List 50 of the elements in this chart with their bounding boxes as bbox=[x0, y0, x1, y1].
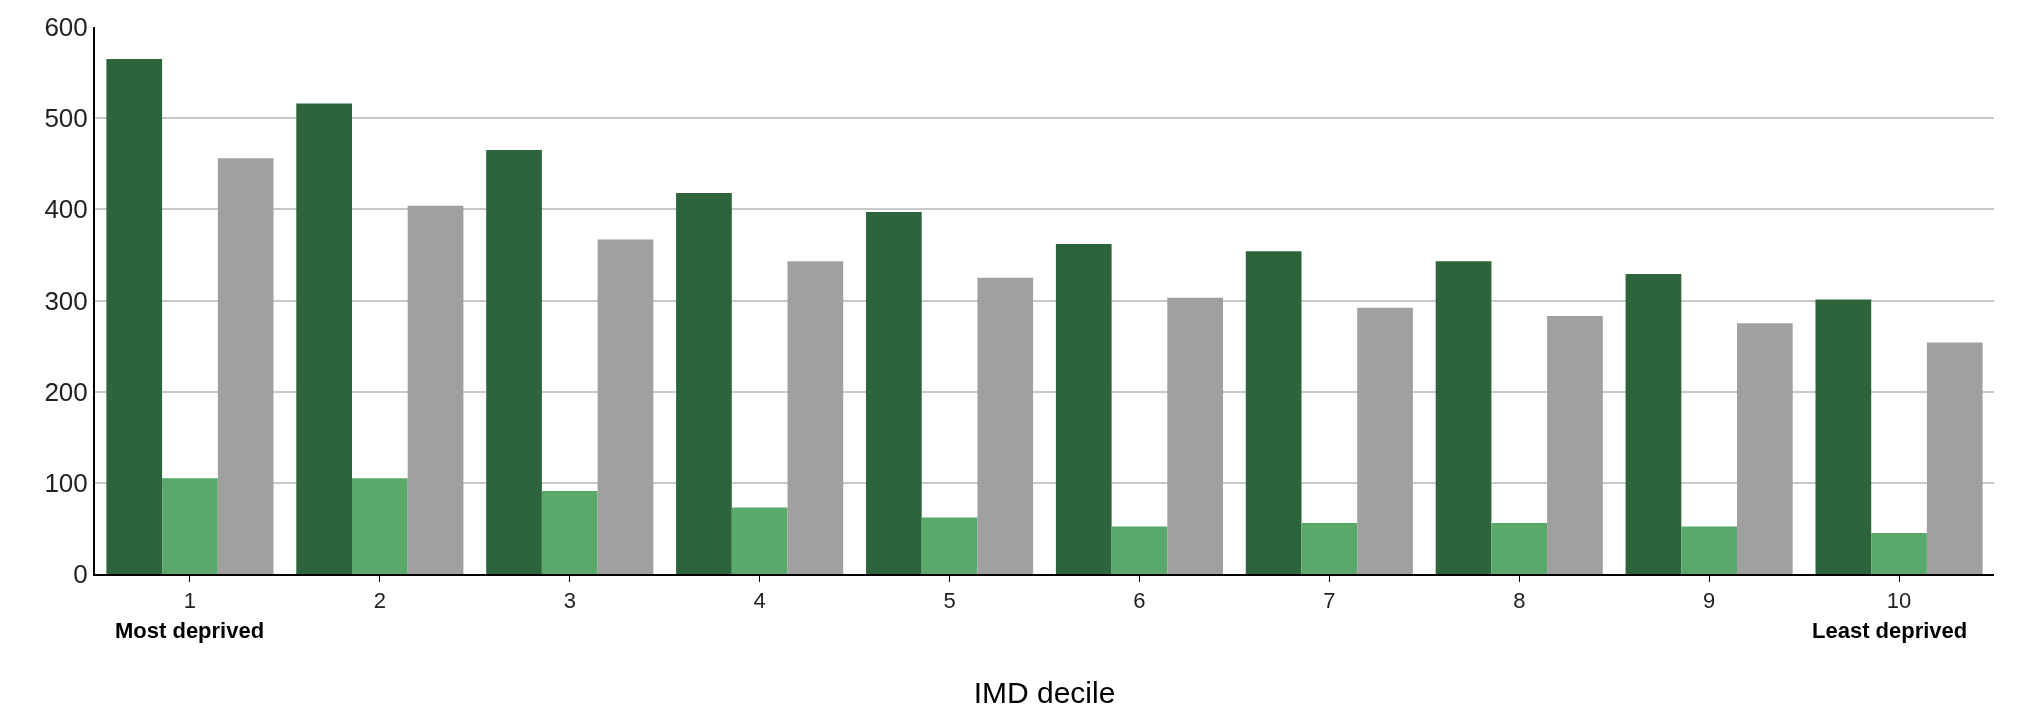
bar bbox=[921, 517, 978, 574]
bar bbox=[486, 150, 542, 574]
x-tick-label: 6 bbox=[1133, 588, 1146, 614]
bar bbox=[1625, 274, 1682, 574]
x-tick-label: 8 bbox=[1513, 588, 1526, 614]
y-tick-label: 0 bbox=[73, 559, 88, 590]
bar bbox=[787, 261, 844, 574]
x-tick-label: 7 bbox=[1323, 588, 1336, 614]
bar bbox=[217, 158, 274, 574]
y-tick-label: 500 bbox=[44, 103, 88, 134]
y-tick-label: 200 bbox=[44, 376, 88, 407]
bar bbox=[296, 103, 352, 574]
text: Most deprived bbox=[115, 618, 265, 643]
bar bbox=[676, 192, 732, 574]
x-tick-label: 9 bbox=[1703, 588, 1716, 614]
y-tick-label: 600 bbox=[44, 12, 88, 43]
bar bbox=[731, 507, 788, 574]
bar bbox=[1055, 243, 1112, 574]
y-tick-label: 100 bbox=[44, 467, 88, 498]
bar bbox=[1491, 522, 1548, 574]
bar bbox=[352, 478, 408, 574]
bar bbox=[1245, 251, 1302, 574]
bar bbox=[597, 239, 654, 574]
y-tick-label: 400 bbox=[44, 194, 88, 225]
bar bbox=[1871, 532, 1927, 574]
bar bbox=[541, 491, 598, 574]
bar bbox=[162, 478, 218, 574]
bar bbox=[1167, 297, 1224, 574]
x-tick-label: 2 bbox=[373, 588, 386, 614]
x-tick-label: 4 bbox=[753, 588, 766, 614]
bar bbox=[977, 277, 1034, 574]
bar bbox=[1357, 307, 1413, 574]
bar bbox=[1435, 261, 1492, 574]
bar bbox=[1301, 522, 1358, 574]
y-tick-label: 300 bbox=[44, 285, 88, 316]
x-tick-label: 3 bbox=[563, 588, 576, 614]
x-tick-label: 1 bbox=[183, 588, 197, 614]
bar bbox=[106, 58, 163, 574]
bar bbox=[407, 205, 464, 574]
bar bbox=[865, 212, 922, 574]
x-tick-label: 10 bbox=[1886, 588, 1912, 614]
bar bbox=[1737, 323, 1793, 574]
text: Least deprived bbox=[1812, 618, 1968, 643]
bar bbox=[1111, 526, 1168, 574]
bar bbox=[1926, 342, 1983, 574]
x-axis-title: IMD decile bbox=[973, 676, 1116, 710]
bar bbox=[1815, 299, 1872, 574]
bar bbox=[1547, 316, 1603, 574]
x-tick-label: 5 bbox=[943, 588, 956, 614]
bar bbox=[1681, 526, 1737, 574]
